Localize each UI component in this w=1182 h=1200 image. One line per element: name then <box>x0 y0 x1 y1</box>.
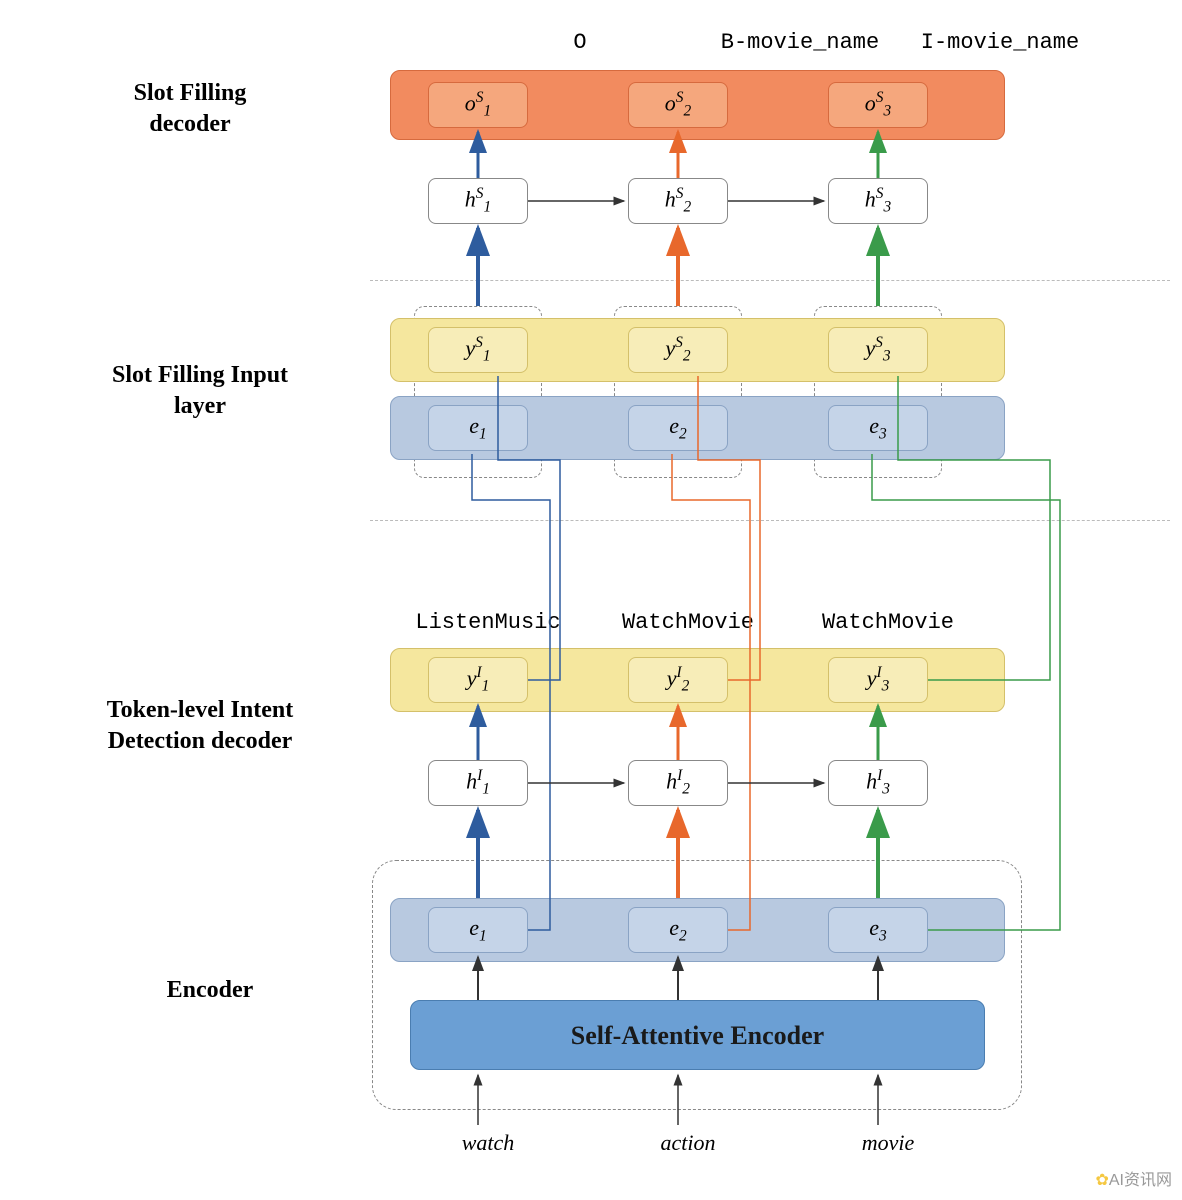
text: Slot Fillingdecoder <box>134 80 247 137</box>
intent-label-1: WatchMovie <box>608 610 768 635</box>
output-label-1: B-movie_name <box>700 30 900 55</box>
hr-2 <box>370 520 1170 521</box>
o1-text: oS1 <box>465 89 491 121</box>
text: Encoder <box>167 977 254 1003</box>
yS3-text: yS3 <box>865 334 890 366</box>
eL1-text: e1 <box>469 915 486 945</box>
diagram-root: Slot Fillingdecoder Slot Filling Inputla… <box>0 0 1182 1200</box>
hI1-text: hI1 <box>466 767 490 799</box>
label-encoder: Encoder <box>110 975 310 1006</box>
encoder-title: Self-Attentive Encoder <box>411 1021 984 1051</box>
encoder-box: Self-Attentive Encoder <box>410 1000 985 1070</box>
hr-1 <box>370 280 1170 281</box>
watermark-text: AI资讯网 <box>1109 1172 1172 1189</box>
eL3-text: e3 <box>869 915 886 945</box>
e-lower-node-3: e3 <box>828 907 928 953</box>
hI3-text: hI3 <box>866 767 890 799</box>
yS-node-2: yS2 <box>628 327 728 373</box>
yI-node-1: yI1 <box>428 657 528 703</box>
output-label-0: O <box>540 30 620 55</box>
hI-node-3: hI3 <box>828 760 928 806</box>
text: Slot Filling Inputlayer <box>112 362 288 419</box>
label-intent-decoder: Token-level IntentDetection decoder <box>40 695 360 757</box>
o-node-3: oS3 <box>828 82 928 128</box>
e-lower-node-2: e2 <box>628 907 728 953</box>
o-node-2: oS2 <box>628 82 728 128</box>
e-upper-node-3: e3 <box>828 405 928 451</box>
label-slot-decoder: Slot Fillingdecoder <box>60 78 320 140</box>
hI-node-1: hI1 <box>428 760 528 806</box>
e-lower-node-1: e1 <box>428 907 528 953</box>
eU2-text: e2 <box>669 413 686 443</box>
yS2-text: yS2 <box>665 334 690 366</box>
yI1-text: yI1 <box>467 664 490 696</box>
intent-label-2: WatchMovie <box>808 610 968 635</box>
hS2-text: hS2 <box>665 185 691 217</box>
o3-text: oS3 <box>865 89 891 121</box>
text: Token-level IntentDetection decoder <box>107 697 293 754</box>
yI2-text: yI2 <box>667 664 690 696</box>
o-node-1: oS1 <box>428 82 528 128</box>
label-slot-input: Slot Filling Inputlayer <box>50 360 350 422</box>
hI-node-2: hI2 <box>628 760 728 806</box>
eL2-text: e2 <box>669 915 686 945</box>
o2-text: oS2 <box>665 89 691 121</box>
e-upper-node-1: e1 <box>428 405 528 451</box>
input-word-1: action <box>638 1130 738 1156</box>
eU1-text: e1 <box>469 413 486 443</box>
hS-node-1: hS1 <box>428 178 528 224</box>
yI-node-2: yI2 <box>628 657 728 703</box>
eU3-text: e3 <box>869 413 886 443</box>
hI2-text: hI2 <box>666 767 690 799</box>
yS-node-3: yS3 <box>828 327 928 373</box>
output-label-2: I-movie_name <box>900 30 1100 55</box>
e-upper-node-2: e2 <box>628 405 728 451</box>
hS-node-2: hS2 <box>628 178 728 224</box>
input-word-2: movie <box>838 1130 938 1156</box>
yI-node-3: yI3 <box>828 657 928 703</box>
hS-node-3: hS3 <box>828 178 928 224</box>
hS1-text: hS1 <box>465 185 491 217</box>
yS-node-1: yS1 <box>428 327 528 373</box>
intent-label-0: ListenMusic <box>408 610 568 635</box>
hS3-text: hS3 <box>865 185 891 217</box>
watermark: ✿AI资讯网 <box>1095 1166 1172 1190</box>
yI3-text: yI3 <box>867 664 890 696</box>
yS1-text: yS1 <box>465 334 490 366</box>
input-word-0: watch <box>438 1130 538 1156</box>
